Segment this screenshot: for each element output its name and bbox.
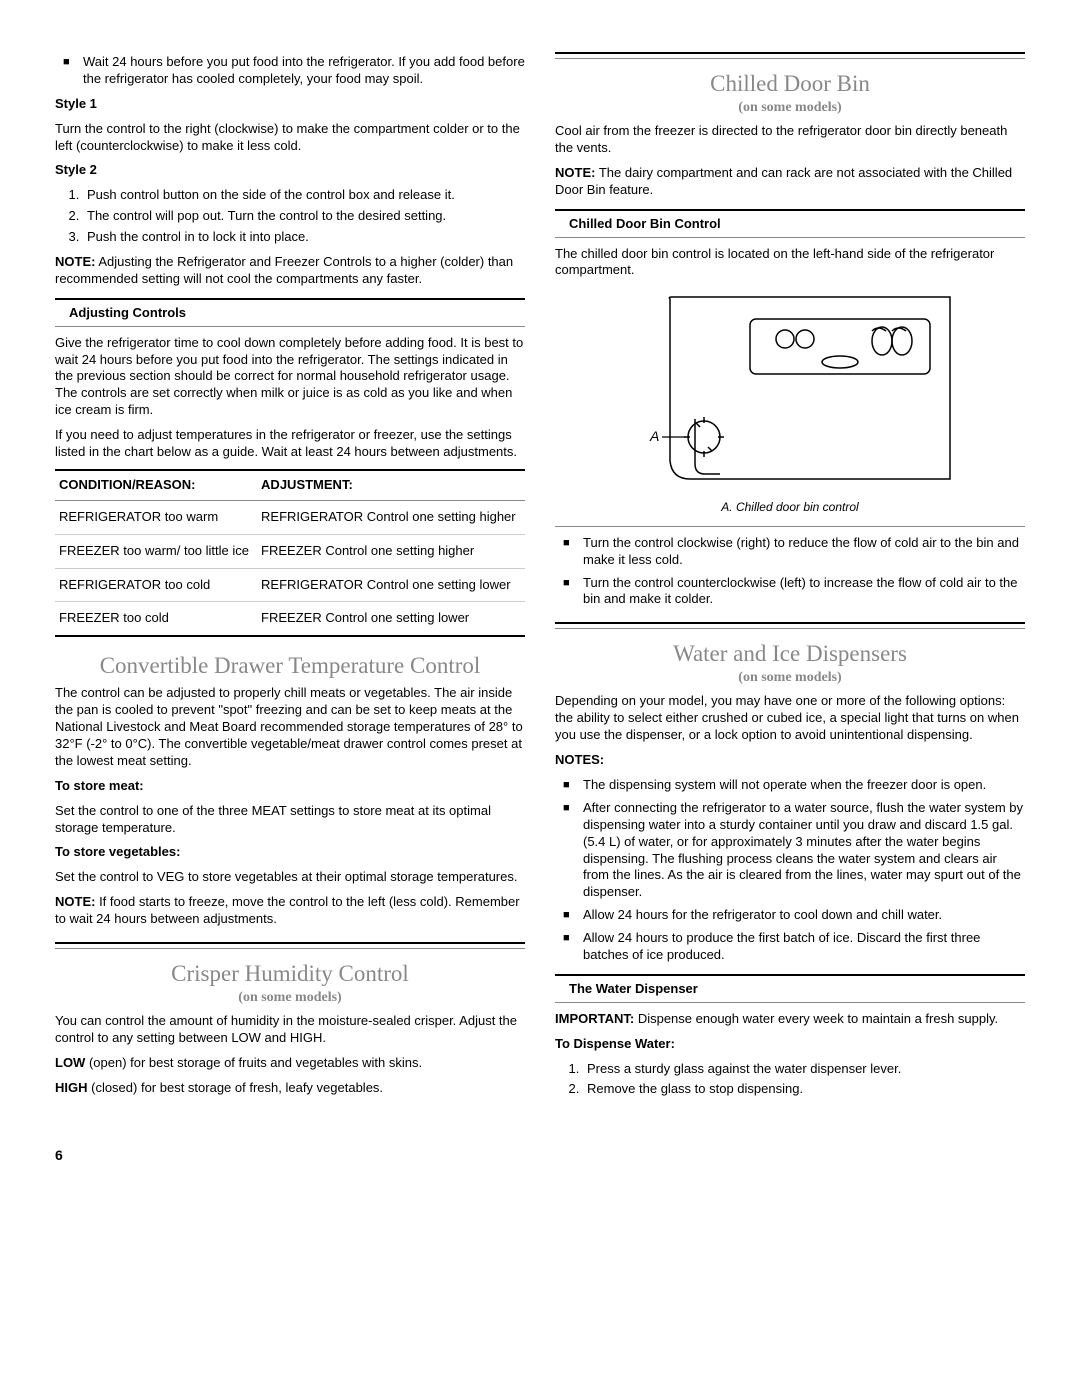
store-meat-heading: To store meat: [55, 778, 525, 795]
dispense-steps: Press a sturdy glass against the water d… [555, 1061, 1025, 1099]
table-cell: REFRIGERATOR too cold [55, 568, 257, 602]
low-label: LOW [55, 1055, 85, 1070]
left-column: Wait 24 hours before you put food into t… [55, 50, 525, 1106]
crisper-text: You can control the amount of humidity i… [55, 1013, 525, 1047]
table-cell: FREEZER too warm/ too little ice [55, 534, 257, 568]
note-text: Adjusting the Refrigerator and Freezer C… [55, 254, 513, 286]
right-column: Chilled Door Bin (on some models) Cool a… [555, 50, 1025, 1106]
store-veg-heading: To store vegetables: [55, 844, 525, 861]
table-header: ADJUSTMENT: [257, 470, 525, 500]
wid-note: Allow 24 hours to produce the first batc… [583, 930, 1025, 964]
note-text: The dairy compartment and can rack are n… [555, 165, 1012, 197]
table-cell: FREEZER Control one setting lower [257, 602, 525, 636]
cdb-control-heading: Chilled Door Bin Control [555, 209, 1025, 238]
style2-step: Push the control in to lock it into plac… [83, 229, 525, 246]
init-bullet: Wait 24 hours before you put food into t… [83, 54, 525, 88]
table-row: FREEZER too warm/ too little ice FREEZER… [55, 534, 525, 568]
table-header: CONDITION/REASON: [55, 470, 257, 500]
wid-note: Allow 24 hours for the refrigerator to c… [583, 907, 1025, 924]
crisper-heading: Crisper Humidity Control [55, 959, 525, 989]
style1-heading: Style 1 [55, 96, 525, 113]
table-cell: REFRIGERATOR Control one setting higher [257, 500, 525, 534]
cdb-bullet: Turn the control counterclockwise (left)… [583, 575, 1025, 609]
table-cell: FREEZER too cold [55, 602, 257, 636]
crisper-subtitle: (on some models) [55, 989, 525, 1007]
style2-step: The control will pop out. Turn the contr… [83, 208, 525, 225]
adj-para2: If you need to adjust temperatures in th… [55, 427, 525, 461]
store-meat-text: Set the control to one of the three MEAT… [55, 803, 525, 837]
note-text: If food starts to freeze, move the contr… [55, 894, 520, 926]
style2-step: Push control button on the side of the c… [83, 187, 525, 204]
style2-steps: Push control button on the side of the c… [55, 187, 525, 246]
section-divider [55, 942, 525, 949]
section-divider [555, 622, 1025, 629]
dispense-step: Remove the glass to stop dispensing. [583, 1081, 1025, 1098]
high-label: HIGH [55, 1080, 88, 1095]
water-ice-subtitle: (on some models) [555, 669, 1025, 687]
convertible-note: NOTE: If food starts to freeze, move the… [55, 894, 525, 928]
store-veg-text: Set the control to VEG to store vegetabl… [55, 869, 525, 886]
diagram-caption: A. Chilled door bin control [555, 500, 1025, 516]
convertible-text: The control can be adjusted to properly … [55, 685, 525, 769]
cdb-bullet: Turn the control clockwise (right) to re… [583, 535, 1025, 569]
important-line: IMPORTANT: Dispense enough water every w… [555, 1011, 1025, 1028]
table-cell: REFRIGERATOR too warm [55, 500, 257, 534]
svg-text:A: A [649, 428, 659, 444]
important-text: Dispense enough water every week to main… [634, 1011, 998, 1026]
wid-notes: The dispensing system will not operate w… [555, 777, 1025, 964]
water-dispenser-heading: The Water Dispenser [555, 974, 1025, 1003]
chilled-door-subtitle: (on some models) [555, 99, 1025, 117]
cdb-note: NOTE: The dairy compartment and can rack… [555, 165, 1025, 199]
cdb-text: Cool air from the freezer is directed to… [555, 123, 1025, 157]
adj-para1: Give the refrigerator time to cool down … [55, 335, 525, 419]
table-row: FREEZER too cold FREEZER Control one set… [55, 602, 525, 636]
note-label: NOTE: [55, 254, 95, 269]
style2-heading: Style 2 [55, 162, 525, 179]
high-line: HIGH (closed) for best storage of fresh,… [55, 1080, 525, 1097]
adjusting-controls-heading: Adjusting Controls [55, 298, 525, 327]
cdb-diagram: A [555, 289, 1025, 494]
adjustment-table: CONDITION/REASON: ADJUSTMENT: REFRIGERAT… [55, 469, 525, 637]
section-divider [555, 52, 1025, 59]
notes-heading: NOTES: [555, 752, 1025, 769]
note-paragraph: NOTE: Adjusting the Refrigerator and Fre… [55, 254, 525, 288]
low-line: LOW (open) for best storage of fruits an… [55, 1055, 525, 1072]
low-text: (open) for best storage of fruits and ve… [85, 1055, 422, 1070]
dispense-step: Press a sturdy glass against the water d… [583, 1061, 1025, 1078]
chilled-door-heading: Chilled Door Bin [555, 69, 1025, 99]
water-ice-heading: Water and Ice Dispensers [555, 639, 1025, 669]
wid-note: The dispensing system will not operate w… [583, 777, 1025, 794]
note-label: NOTE: [555, 165, 595, 180]
cdb-control-text: The chilled door bin control is located … [555, 246, 1025, 280]
page-number: 6 [55, 1146, 1025, 1164]
cdb-bullets: Turn the control clockwise (right) to re… [555, 535, 1025, 609]
table-row: REFRIGERATOR too cold REFRIGERATOR Contr… [55, 568, 525, 602]
style1-text: Turn the control to the right (clockwise… [55, 121, 525, 155]
high-text: (closed) for best storage of fresh, leaf… [88, 1080, 384, 1095]
table-cell: REFRIGERATOR Control one setting lower [257, 568, 525, 602]
wid-note: After connecting the refrigerator to a w… [583, 800, 1025, 901]
note-label: NOTE: [55, 894, 95, 909]
dispense-heading: To Dispense Water: [555, 1036, 1025, 1053]
diagram-svg: A [610, 289, 970, 489]
table-row: REFRIGERATOR too warm REFRIGERATOR Contr… [55, 500, 525, 534]
wid-text: Depending on your model, you may have on… [555, 693, 1025, 744]
important-label: IMPORTANT: [555, 1011, 634, 1026]
convertible-heading: Convertible Drawer Temperature Control [55, 651, 525, 681]
table-cell: FREEZER Control one setting higher [257, 534, 525, 568]
init-bullets: Wait 24 hours before you put food into t… [55, 54, 525, 88]
